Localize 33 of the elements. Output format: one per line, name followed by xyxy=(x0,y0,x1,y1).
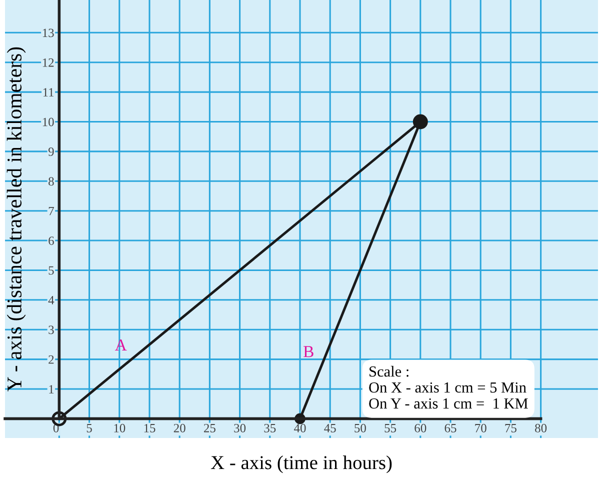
series-label: B xyxy=(304,346,314,358)
x-tick-label: 40 xyxy=(294,424,306,432)
x-tick-label: 15 xyxy=(144,424,156,432)
x-tick-label: 20 xyxy=(174,424,186,432)
annotation: Scale : On X - axis 1 cm = 5 Min On Y - axis 1 cm = 1 KM xyxy=(369,366,528,409)
y-tick-label: 9 xyxy=(48,148,54,156)
x-tick-label: 30 xyxy=(234,424,246,432)
x-tick-label: 75 xyxy=(505,424,516,432)
y-tick-label: 10 xyxy=(42,118,54,126)
y-tick-label: 6 xyxy=(48,236,54,245)
y-tick-label: 3 xyxy=(48,326,54,334)
y-tick-label: 12 xyxy=(42,58,54,67)
y-tick-label: 13 xyxy=(42,28,54,38)
x-tick-label: 60 xyxy=(414,424,426,432)
x-tick-label: 35 xyxy=(264,424,276,432)
y-tick-label: 4 xyxy=(48,296,54,304)
y-axis-title: Y - axis (distance travelled in kilometers) xyxy=(6,47,26,392)
x-tick-label: 55 xyxy=(384,424,396,432)
x-tick-label: 45 xyxy=(324,424,336,432)
x-tick-label: 80 xyxy=(535,424,547,432)
x-tick-label: 50 xyxy=(354,424,366,432)
y-tick-label: 8 xyxy=(48,177,54,186)
y-tick-label: 2 xyxy=(48,355,54,364)
y-tick-label: 7 xyxy=(48,206,54,216)
y-tick-label: 11 xyxy=(43,88,54,96)
x-tick-label: 5 xyxy=(86,424,92,432)
y-tick-label: 1 xyxy=(49,385,54,394)
x-tick-label: 70 xyxy=(475,424,486,432)
x-tick-label: 65 xyxy=(444,424,456,432)
x-tick-label: 25 xyxy=(204,424,216,432)
x-tick-label: 10 xyxy=(114,424,126,432)
x-axis-title: X - axis (time in hours) xyxy=(210,456,392,474)
y-tick-label: 5 xyxy=(48,266,54,275)
